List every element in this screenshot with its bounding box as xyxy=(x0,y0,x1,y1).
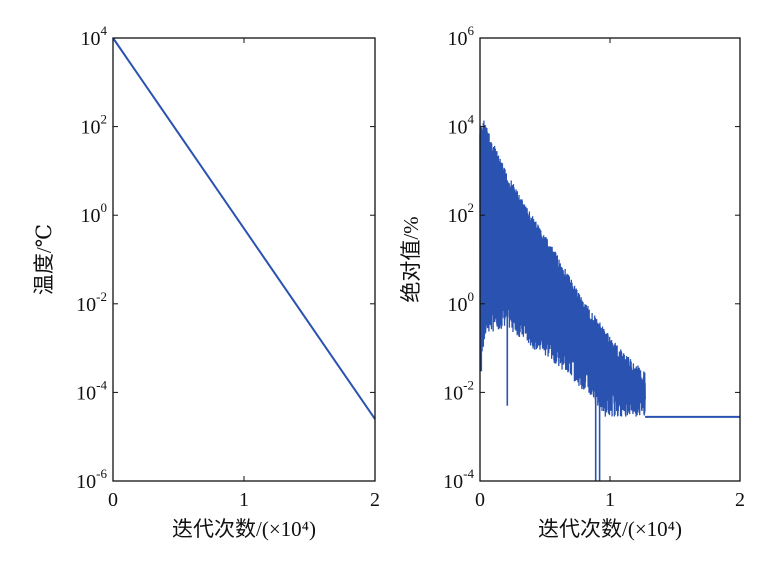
tick-base: 10 xyxy=(448,117,468,139)
tick-exponent: 2 xyxy=(101,112,108,127)
tick-base: 10 xyxy=(76,294,96,316)
x-axis-label: 迭代次数/(×10⁴) xyxy=(538,517,682,541)
tick-exponent: 4 xyxy=(101,23,108,38)
y-tick-label: 10-4 xyxy=(443,466,474,493)
tick-exponent: 2 xyxy=(468,200,475,215)
tick-base: 10 xyxy=(76,382,96,404)
y-tick-label: 10-2 xyxy=(76,289,107,316)
tick-exponent: -2 xyxy=(463,377,474,392)
y-axis-label: 温度/℃ xyxy=(32,224,56,295)
y-tick-label: 104 xyxy=(81,23,108,50)
tick-base: 10 xyxy=(448,294,468,316)
x-tick-label: 0 xyxy=(475,489,485,511)
y-tick-label: 10-6 xyxy=(76,466,107,493)
tick-exponent: 4 xyxy=(468,112,475,127)
tick-exponent: -2 xyxy=(96,289,107,304)
x-axis-label: 迭代次数/(×10⁴) xyxy=(172,517,316,541)
tick-base: 10 xyxy=(81,205,101,227)
x-tick-label: 1 xyxy=(239,489,249,511)
tick-base: 10 xyxy=(448,28,468,50)
y-tick-label: 100 xyxy=(81,200,108,227)
tick-base: 10 xyxy=(76,471,96,493)
y-tick-label: 100 xyxy=(448,289,475,316)
tick-base: 10 xyxy=(448,205,468,227)
tick-exponent: 6 xyxy=(468,23,475,38)
y-tick-label: 10-4 xyxy=(76,377,107,404)
axes-frame xyxy=(112,37,376,482)
x-tick-label: 1 xyxy=(605,489,615,511)
tick-base: 10 xyxy=(81,117,101,139)
y-tick-label: 102 xyxy=(448,200,475,227)
x-tick-label: 2 xyxy=(735,489,745,511)
x-tick-label: 2 xyxy=(370,489,380,511)
y-tick-label: 106 xyxy=(448,23,475,50)
tick-exponent: 0 xyxy=(468,289,475,304)
data-line xyxy=(112,37,376,420)
y-axis-label: 绝对值/% xyxy=(399,216,423,302)
x-tick-label: 0 xyxy=(108,489,118,511)
y-tick-label: 102 xyxy=(81,112,108,139)
tick-exponent: -6 xyxy=(96,466,107,481)
tick-base: 10 xyxy=(443,382,463,404)
data-line xyxy=(479,120,646,417)
tick-base: 10 xyxy=(443,471,463,493)
tick-exponent: 0 xyxy=(101,200,108,215)
tick-exponent: -4 xyxy=(463,466,474,481)
tick-exponent: -4 xyxy=(96,377,107,392)
tick-base: 10 xyxy=(81,28,101,50)
y-tick-label: 10-2 xyxy=(443,377,474,404)
y-tick-label: 104 xyxy=(448,112,475,139)
